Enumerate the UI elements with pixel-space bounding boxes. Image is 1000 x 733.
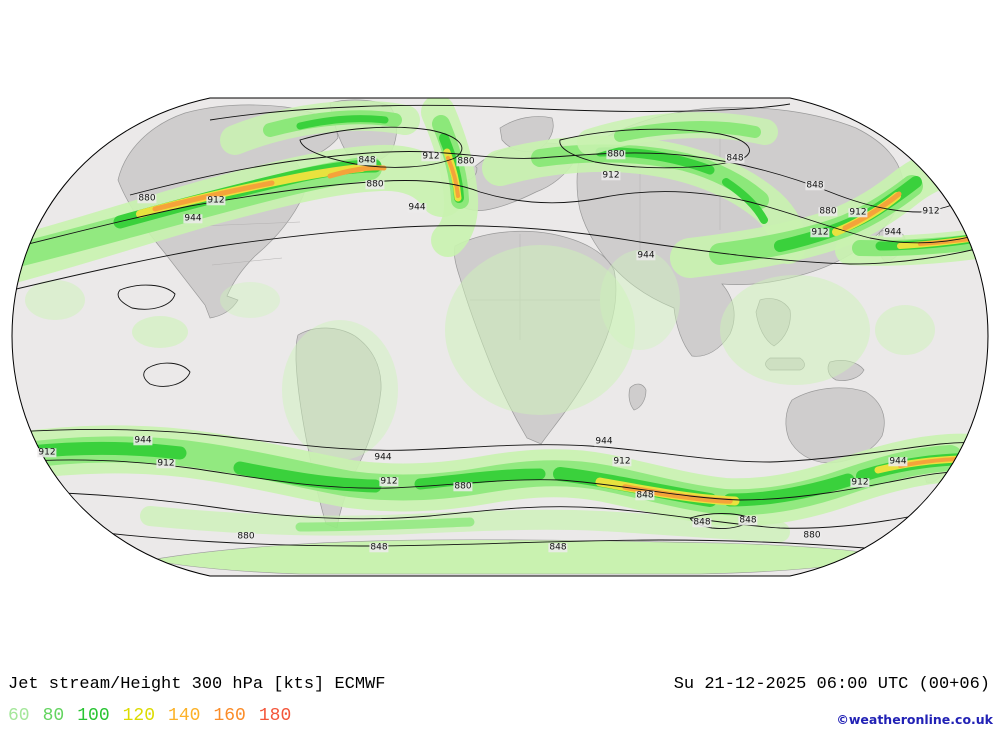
contour-label: 848 [369, 542, 389, 553]
contour-label: 848 [635, 490, 655, 501]
contour-label: 880 [236, 531, 256, 542]
legend-value-180: 180 [258, 706, 292, 726]
legend-value-120: 120 [122, 706, 156, 726]
contour-label: 912 [612, 456, 632, 467]
contour-label: 912 [810, 227, 830, 238]
contour-label: 848 [725, 153, 745, 164]
legend-value-80: 80 [42, 706, 65, 726]
antarctica [149, 539, 891, 575]
contour-label: 912 [601, 170, 621, 181]
map-outline-stroke [11, 97, 989, 577]
contour-label: 944 [888, 456, 908, 467]
contour-label: 848 [357, 155, 377, 166]
contour-label: 944 [373, 452, 393, 463]
legend-value-160: 160 [213, 706, 246, 726]
contour-label: 944 [594, 436, 614, 447]
contour-label: 848 [548, 542, 568, 553]
legend: 60 80 100 120 140 160 180 [8, 706, 291, 726]
contour-label: 912 [206, 195, 226, 206]
contour-label: 944 [407, 202, 427, 213]
contour-label: 912 [848, 207, 868, 218]
legend-value-60: 60 [8, 706, 30, 726]
contour-label: 912 [37, 447, 57, 458]
contour-label: 944 [636, 250, 656, 261]
contour-label: 880 [137, 193, 157, 204]
contour-label: 848 [692, 517, 712, 528]
contour-label: 880 [456, 156, 476, 167]
contour-label: 912 [156, 458, 176, 469]
contour-label: 880 [453, 481, 473, 492]
contour-label: 944 [183, 213, 203, 224]
contour-label: 848 [805, 180, 825, 191]
contour-label: 880 [606, 149, 626, 160]
copyright: ©weatheronline.co.uk [836, 712, 993, 727]
map-title: Jet stream/Height 300 hPa [kts] ECMWF [8, 675, 386, 694]
contour-label: 880 [365, 179, 385, 190]
contour-label: 912 [379, 476, 399, 487]
legend-value-100: 100 [77, 706, 110, 726]
contour-label: 944 [133, 435, 153, 446]
contour-label: 912 [921, 206, 941, 217]
legend-value-140: 140 [168, 706, 201, 726]
contour-label: 880 [818, 206, 838, 217]
contour-label: 880 [802, 530, 822, 541]
contour-layer [12, 103, 988, 553]
contour-label: 912 [850, 477, 870, 488]
contour-label: 912 [421, 151, 441, 162]
contour-label: 944 [883, 227, 903, 238]
valid-datetime: Su 21-12-2025 06:00 UTC (00+06) [673, 675, 990, 694]
contour-label: 848 [738, 515, 758, 526]
